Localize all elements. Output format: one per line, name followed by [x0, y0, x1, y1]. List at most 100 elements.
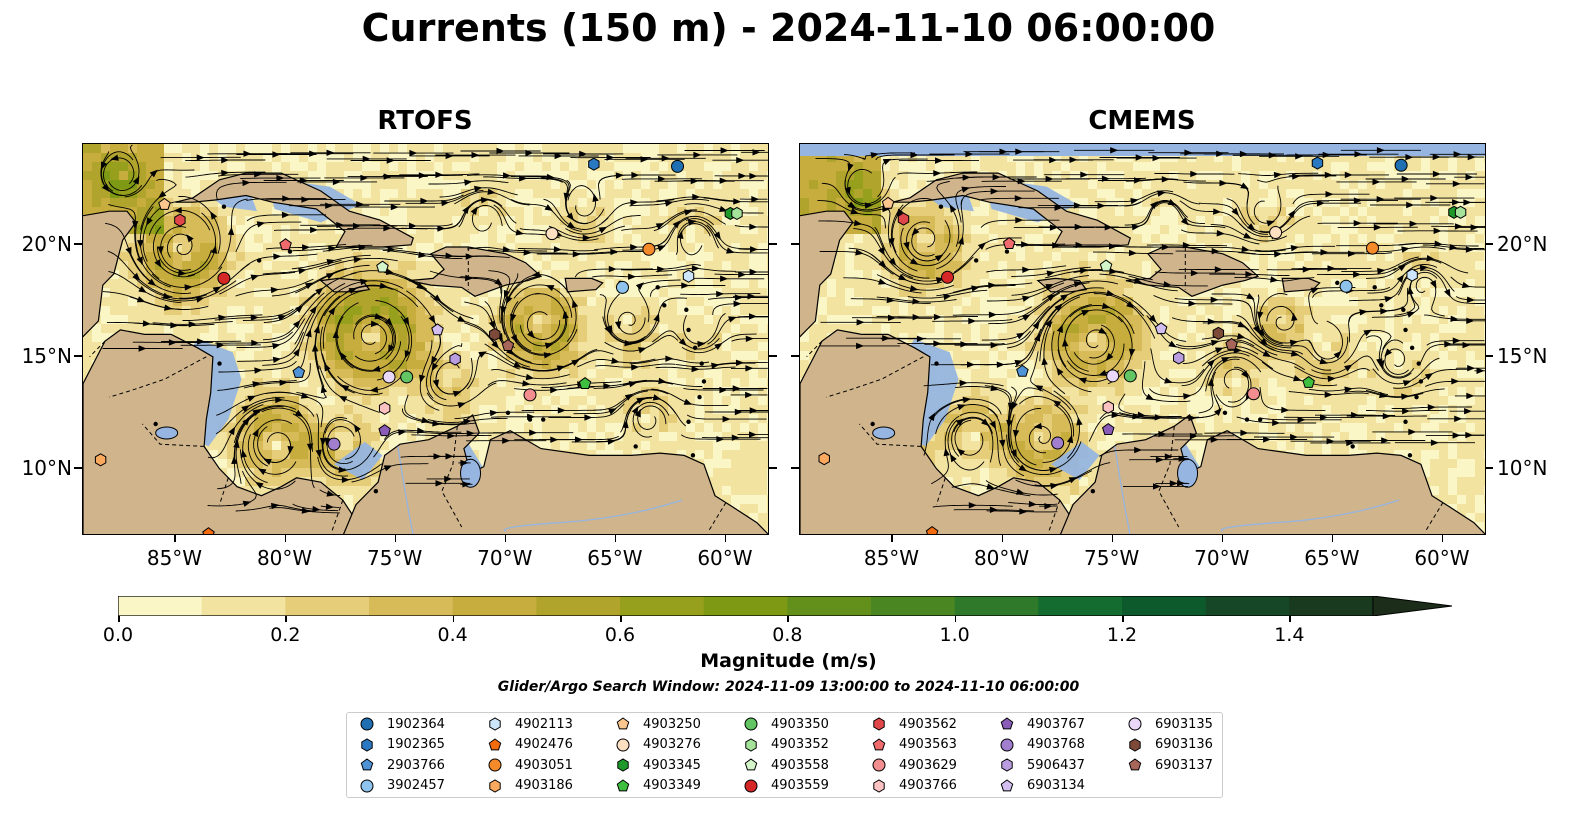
- platform-marker-4903767[interactable]: [378, 424, 391, 437]
- platform-marker-6903134[interactable]: [1154, 322, 1168, 335]
- legend-marker-hexagon[interactable]: [1129, 737, 1141, 752]
- colorbar-tick-mark: [620, 616, 622, 622]
- platform-marker-4903051[interactable]: [642, 242, 656, 256]
- legend-marker-pentagon[interactable]: [616, 778, 630, 791]
- legend-label: 4903276: [643, 737, 701, 752]
- platform-marker-4903558[interactable]: [376, 260, 389, 273]
- platform-marker-4903250[interactable]: [881, 196, 895, 209]
- legend-marker-circle[interactable]: [360, 779, 374, 792]
- rtofs-map[interactable]: [82, 143, 769, 535]
- platform-marker-6903137[interactable]: [501, 338, 515, 351]
- lon-tick-label: 60°W: [697, 546, 753, 570]
- legend-item-4903352: 4903352: [741, 735, 829, 755]
- legend-marker-circle[interactable]: [872, 758, 886, 772]
- colorbar-tick-label: 0.2: [270, 624, 301, 646]
- lon-tick-label: 75°W: [367, 546, 423, 570]
- legend-marker-circle[interactable]: [1000, 738, 1014, 751]
- lon-tick-label: 65°W: [587, 546, 643, 570]
- colorbar-tick-mark: [954, 616, 957, 622]
- legend-marker-circle[interactable]: [360, 717, 374, 731]
- legend-marker-hexagon[interactable]: [873, 717, 885, 731]
- platform-marker-4903563[interactable]: [279, 238, 292, 251]
- legend-item-4903345: 4903345: [613, 755, 701, 775]
- platform-marker-3902457[interactable]: [1339, 279, 1353, 293]
- platform-marker-4903276[interactable]: [545, 227, 559, 241]
- legend-marker-hexagon[interactable]: [489, 778, 501, 793]
- legend-marker-pentagon[interactable]: [744, 758, 758, 771]
- platform-marker-6903136[interactable]: [489, 327, 501, 341]
- platform-marker-4903563[interactable]: [1002, 237, 1016, 250]
- legend-marker-circle[interactable]: [1128, 717, 1142, 731]
- legend-marker-hexagon[interactable]: [873, 778, 885, 793]
- platform-marker-1902364[interactable]: [1394, 158, 1408, 172]
- platform-marker-2903766[interactable]: [292, 365, 306, 378]
- colorbar-segment: [871, 596, 956, 616]
- legend-marker-hexagon[interactable]: [1001, 758, 1013, 772]
- platform-marker-5906437[interactable]: [1173, 351, 1185, 365]
- legend-label: 1902365: [387, 737, 445, 752]
- legend-item-4903051: 4903051: [485, 755, 573, 775]
- platform-marker-4903558[interactable]: [1099, 259, 1113, 272]
- platform-marker-4903352[interactable]: [731, 206, 743, 221]
- platform-marker-3902457[interactable]: [615, 280, 629, 294]
- platform-marker-4903559[interactable]: [217, 271, 231, 285]
- platform-marker-4902476[interactable]: [202, 527, 215, 535]
- cmems-map[interactable]: [799, 143, 1486, 535]
- colorbar-tick-mark: [118, 616, 120, 622]
- platform-marker-4903629[interactable]: [523, 388, 537, 402]
- platform-marker-4903350[interactable]: [400, 370, 414, 384]
- platform-marker-6903137[interactable]: [1225, 337, 1238, 350]
- legend-label: 4903766: [899, 778, 957, 793]
- platform-marker-4903768[interactable]: [327, 437, 341, 451]
- platform-marker-4902113[interactable]: [1406, 268, 1418, 282]
- platform-marker-6903135[interactable]: [1106, 369, 1120, 383]
- platform-marker-4903768[interactable]: [1051, 436, 1065, 450]
- platform-marker-6903134[interactable]: [431, 323, 444, 336]
- platform-marker-4903562[interactable]: [174, 213, 186, 227]
- lat-tick-label-left: 10°N: [21, 455, 72, 480]
- legend-marker-pentagon[interactable]: [1000, 778, 1014, 791]
- legend-label: 2903766: [387, 757, 445, 773]
- platform-marker-4903629[interactable]: [1247, 387, 1261, 401]
- legend-marker-circle[interactable]: [488, 758, 502, 772]
- legend-label: 4903349: [643, 778, 701, 793]
- platform-marker-4903250[interactable]: [158, 197, 171, 210]
- legend-marker-hexagon[interactable]: [489, 717, 501, 731]
- legend-marker-circle[interactable]: [744, 779, 758, 792]
- platform-marker-4903352[interactable]: [1454, 205, 1467, 219]
- platform-marker-4903276[interactable]: [1269, 225, 1283, 239]
- platform-marker-4903186[interactable]: [818, 452, 830, 466]
- platform-marker-1902365[interactable]: [1311, 156, 1324, 170]
- platform-marker-4902113[interactable]: [682, 269, 695, 283]
- platform-marker-4903562[interactable]: [897, 212, 910, 226]
- platform-marker-4903559[interactable]: [941, 270, 955, 284]
- platform-marker-5906437[interactable]: [449, 352, 461, 366]
- platform-marker-1902365[interactable]: [588, 157, 600, 171]
- platform-marker-1902364[interactable]: [671, 159, 685, 173]
- platform-marker-4903766[interactable]: [378, 401, 391, 415]
- legend-marker-hexagon[interactable]: [361, 737, 373, 752]
- legend-marker-circle[interactable]: [616, 738, 630, 751]
- platform-marker-4903349[interactable]: [1302, 375, 1315, 388]
- legend-marker-hexagon[interactable]: [617, 758, 629, 772]
- platform-marker-2903766[interactable]: [1016, 364, 1029, 377]
- legend-marker-pentagon[interactable]: [488, 737, 502, 750]
- colorbar-segment: [285, 596, 370, 616]
- platform-marker-4903051[interactable]: [1366, 241, 1379, 255]
- platform-marker-6903135[interactable]: [382, 370, 396, 384]
- legend-label: 4903051: [515, 757, 573, 773]
- platform-marker-4903186[interactable]: [94, 453, 107, 467]
- legend-marker-circle[interactable]: [744, 717, 758, 731]
- legend-marker-pentagon[interactable]: [872, 737, 886, 750]
- platform-marker-4903766[interactable]: [1102, 400, 1114, 414]
- legend-marker-hexagon[interactable]: [745, 737, 757, 752]
- platform-marker-4903767[interactable]: [1101, 422, 1115, 435]
- platform-marker-4903350[interactable]: [1123, 369, 1137, 383]
- legend-marker-pentagon[interactable]: [1128, 758, 1142, 771]
- platform-marker-4902476[interactable]: [925, 526, 939, 535]
- legend-marker-pentagon[interactable]: [360, 758, 374, 771]
- platform-marker-4903349[interactable]: [578, 377, 592, 390]
- legend-marker-pentagon[interactable]: [1000, 717, 1014, 730]
- legend-marker-pentagon[interactable]: [616, 717, 630, 730]
- platform-marker-6903136[interactable]: [1212, 326, 1225, 340]
